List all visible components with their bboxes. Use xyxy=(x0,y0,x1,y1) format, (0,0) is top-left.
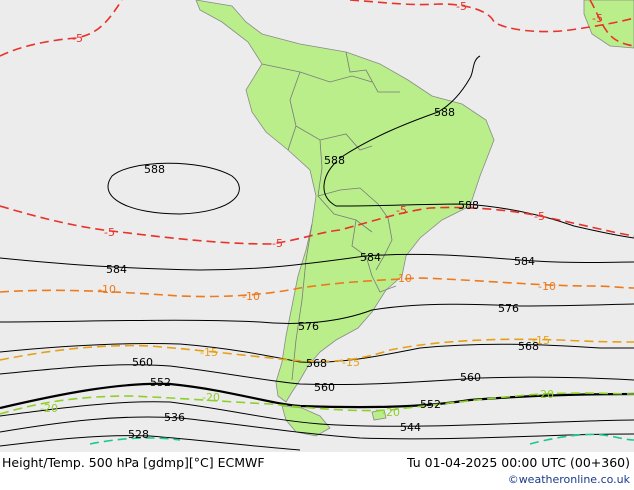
temp-label: -5 xyxy=(272,237,283,250)
height-contours xyxy=(0,55,634,451)
temp-label: -10 xyxy=(394,272,412,285)
height-label: 552 xyxy=(420,398,441,411)
temp-label: -10 xyxy=(538,280,556,293)
temp-label: -20 xyxy=(382,406,400,419)
tierra-del-fuego-land xyxy=(281,405,331,437)
temp-label: -5 xyxy=(72,32,83,45)
height-label: 560 xyxy=(132,356,153,369)
contour-588-island xyxy=(107,162,240,215)
isotherm-minus5-main xyxy=(0,205,634,245)
height-label: 588 xyxy=(434,106,455,119)
height-label: 552 xyxy=(150,376,171,389)
south-america-land xyxy=(195,0,495,403)
height-label: 560 xyxy=(460,371,481,384)
height-label: 584 xyxy=(514,255,535,268)
temp-label: -20 xyxy=(536,388,554,401)
temp-label: -15 xyxy=(532,334,550,347)
height-label: 584 xyxy=(106,263,127,276)
contour-588-south xyxy=(323,161,634,239)
height-label: 588 xyxy=(458,199,479,212)
height-label: 560 xyxy=(314,381,335,394)
temperature-labels: -5 -5 -5 -5 -5 -5 -5 -10 -10 -10 -10 -15… xyxy=(40,0,603,419)
temp-label: -5 xyxy=(456,0,467,13)
temp-label: -10 xyxy=(242,290,260,303)
temp-label: -15 xyxy=(200,346,218,359)
height-label: 568 xyxy=(518,340,539,353)
contour-528 xyxy=(0,435,301,451)
contour-536 xyxy=(0,416,634,440)
temp-label: -10 xyxy=(98,283,116,296)
temp-label: -20 xyxy=(202,391,220,404)
contour-588-north xyxy=(339,55,481,159)
temp-label: -5 xyxy=(534,210,545,223)
height-label: 576 xyxy=(298,320,319,333)
temp-label: -5 xyxy=(104,226,115,239)
isotherm-minus20 xyxy=(0,392,634,415)
height-label: 528 xyxy=(128,428,149,441)
temp-label: -15 xyxy=(342,356,360,369)
isotherm-minus15 xyxy=(0,338,634,363)
isotherm-minus5-nw xyxy=(0,0,123,57)
credit-link[interactable]: ©weatheronline.co.uk xyxy=(507,473,630,486)
height-label: 536 xyxy=(164,411,185,424)
temp-label: -20 xyxy=(40,402,58,415)
isotherm-minus25-east xyxy=(529,433,634,445)
country-borders xyxy=(261,51,400,381)
height-labels: 588 588 588 588 584 584 584 576 576 568 … xyxy=(106,106,539,441)
isotherm-minus25 xyxy=(89,437,181,445)
map-title: Height/Temp. 500 hPa [gdmp][°C] ECMWF xyxy=(2,455,265,470)
valid-time: Tu 01-04-2025 00:00 UTC (00+360) xyxy=(407,455,630,470)
isotherm-minus5-ne xyxy=(349,0,634,33)
height-label: 544 xyxy=(400,421,421,434)
height-label: 588 xyxy=(144,163,165,176)
height-label: 584 xyxy=(360,251,381,264)
contour-560 xyxy=(0,364,634,386)
contour-576 xyxy=(0,303,634,324)
contour-568 xyxy=(0,342,634,363)
height-label: 588 xyxy=(324,154,345,167)
height-label: 576 xyxy=(498,302,519,315)
temp-label: -5 xyxy=(396,204,407,217)
contour-552 xyxy=(0,382,634,410)
temp-label: -5 xyxy=(592,12,603,25)
isotherm-minus5-ne2 xyxy=(589,0,634,47)
footer-background xyxy=(0,452,634,490)
height-label: 568 xyxy=(306,357,327,370)
contour-584 xyxy=(0,253,634,271)
temperature-contours xyxy=(0,0,634,445)
contour-544 xyxy=(0,401,634,427)
isotherm-minus10 xyxy=(0,277,634,298)
